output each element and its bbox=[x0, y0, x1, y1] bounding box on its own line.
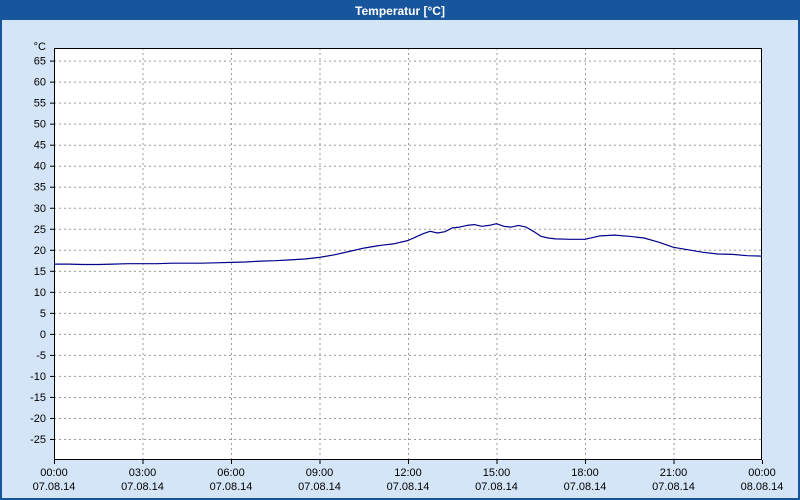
x-tick-time-label: 12:00 bbox=[394, 467, 422, 479]
x-tick-time-label: 00:00 bbox=[748, 467, 776, 479]
y-tick-label: 35 bbox=[34, 182, 46, 194]
x-tick-date-label: 07.08.14 bbox=[121, 481, 164, 493]
y-tick-label: -25 bbox=[30, 434, 46, 446]
y-tick-label: 20 bbox=[34, 245, 46, 257]
y-tick-label: 15 bbox=[34, 266, 46, 278]
temperature-line bbox=[54, 223, 763, 266]
x-tick-time-label: 18:00 bbox=[571, 467, 599, 479]
y-tick-label: -15 bbox=[30, 392, 46, 404]
x-tick-time-label: 03:00 bbox=[129, 467, 157, 479]
chart-area: 65 60 55 50 45 40 35 30 25 20 15 10 5 0 -5 -10 -15 -20 -25… bbox=[2, 20, 798, 498]
y-axis-unit-label: °C bbox=[34, 41, 46, 53]
y-tick-label: 55 bbox=[34, 98, 46, 110]
window-title: Temperatur [°C] bbox=[355, 4, 445, 18]
x-axis-labels: 00:00 07.08.14 03:00 07.08.14 06:00 07.08.14 0… bbox=[33, 467, 784, 493]
x-tick-time-label: 09:00 bbox=[306, 467, 334, 479]
y-tick-label: 30 bbox=[34, 203, 46, 215]
x-tick-time-label: 15:00 bbox=[483, 467, 511, 479]
x-tick-date-label: 07.08.14 bbox=[564, 481, 607, 493]
x-tick-time-label: 21:00 bbox=[660, 467, 688, 479]
y-tick-label: -5 bbox=[36, 350, 46, 362]
y-tick-label: 0 bbox=[40, 329, 46, 341]
y-tick-label: 40 bbox=[34, 161, 46, 173]
title-bar: Temperatur [°C] bbox=[2, 2, 798, 20]
x-tick-date-label: 07.08.14 bbox=[652, 481, 695, 493]
x-tick-time-label: 06:00 bbox=[217, 467, 245, 479]
plot-border bbox=[54, 48, 762, 460]
x-tick-date-label: 07.08.14 bbox=[33, 481, 76, 493]
x-tick-time-label: 00:00 bbox=[40, 467, 68, 479]
axis-ticks bbox=[50, 60, 763, 464]
y-tick-label: -20 bbox=[30, 413, 46, 425]
x-tick-date-label: 07.08.14 bbox=[298, 481, 341, 493]
y-tick-label: 45 bbox=[34, 140, 46, 152]
y-tick-label: 65 bbox=[34, 56, 46, 68]
gridlines bbox=[54, 48, 762, 460]
y-tick-label: 5 bbox=[40, 308, 46, 320]
y-tick-label: 10 bbox=[34, 287, 46, 299]
x-tick-date-label: 07.08.14 bbox=[387, 481, 430, 493]
x-tick-date-label: 07.08.14 bbox=[210, 481, 253, 493]
x-tick-date-label: 07.08.14 bbox=[475, 481, 518, 493]
y-tick-label: 50 bbox=[34, 119, 46, 131]
y-tick-label: 25 bbox=[34, 224, 46, 236]
temperature-chart: 65605550454035302520151050-5-10-15-20-25… bbox=[30, 41, 784, 493]
y-tick-label: 60 bbox=[34, 77, 46, 89]
y-tick-label: -10 bbox=[30, 371, 46, 383]
x-tick-date-label: 08.08.14 bbox=[741, 481, 784, 493]
